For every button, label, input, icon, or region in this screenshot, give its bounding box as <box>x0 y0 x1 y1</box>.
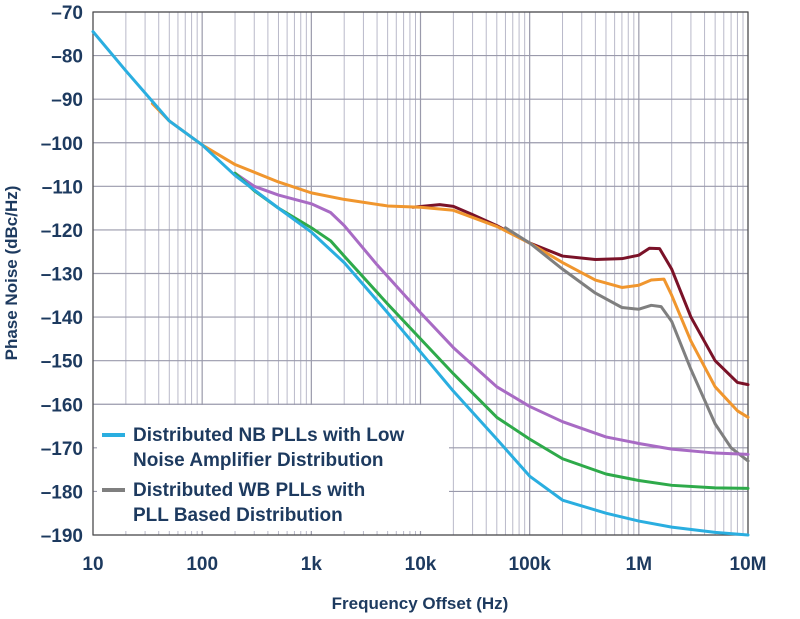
series-line-3 <box>233 171 750 456</box>
series-group <box>91 30 750 537</box>
y-tick-label: –120 <box>41 221 83 242</box>
x-tick-label: 100k <box>509 554 552 575</box>
x-tick-labels: 10 100 1k 10k 100k 1M 10M <box>82 554 766 575</box>
x-tick-label: 10k <box>405 554 437 575</box>
y-tick-label: –110 <box>42 177 83 198</box>
legend-label-wb-line1: Distributed WB PLLs with <box>133 480 365 501</box>
series-line-4 <box>233 171 750 490</box>
legend-label-nb-line1: Distributed NB PLLs with Low <box>133 425 404 446</box>
series-line-5 <box>91 30 750 537</box>
series-line-0 <box>411 203 750 387</box>
x-tick-label: 10 <box>82 554 103 575</box>
legend-background <box>97 405 449 531</box>
y-tick-label: –160 <box>41 395 83 416</box>
y-tick-label: –130 <box>41 265 83 286</box>
y-tick-label: –190 <box>41 526 83 547</box>
series-line-2 <box>503 226 750 463</box>
x-tick-label: 100 <box>186 554 218 575</box>
y-tick-labels: –70 –80 –90 –100 –110 –120 –130 –140 –150 –160 –17… <box>41 3 83 547</box>
x-tick-label: 1k <box>301 554 323 575</box>
legend: Distributed NB PLLs with Low Noise Ampli… <box>97 405 449 531</box>
y-axis-title: Phase Noise (dBc/Hz) <box>2 186 21 361</box>
y-tick-label: –90 <box>51 90 83 111</box>
x-tick-label: 10M <box>730 554 767 575</box>
y-tick-label: –180 <box>41 482 83 503</box>
y-tick-label: –140 <box>41 308 83 329</box>
y-tick-label: –80 <box>51 47 83 68</box>
legend-label-nb-line2: Noise Amplifier Distribution <box>133 450 384 471</box>
y-tick-label: –150 <box>41 352 83 373</box>
y-tick-label: –100 <box>41 134 83 155</box>
x-axis-title: Frequency Offset (Hz) <box>332 594 509 613</box>
legend-label-wb-line2: PLL Based Distribution <box>133 505 343 526</box>
x-tick-label: 1M <box>626 554 652 575</box>
y-tick-label: –70 <box>51 3 83 24</box>
plot-frame <box>92 11 749 536</box>
y-tick-label: –170 <box>41 439 83 460</box>
